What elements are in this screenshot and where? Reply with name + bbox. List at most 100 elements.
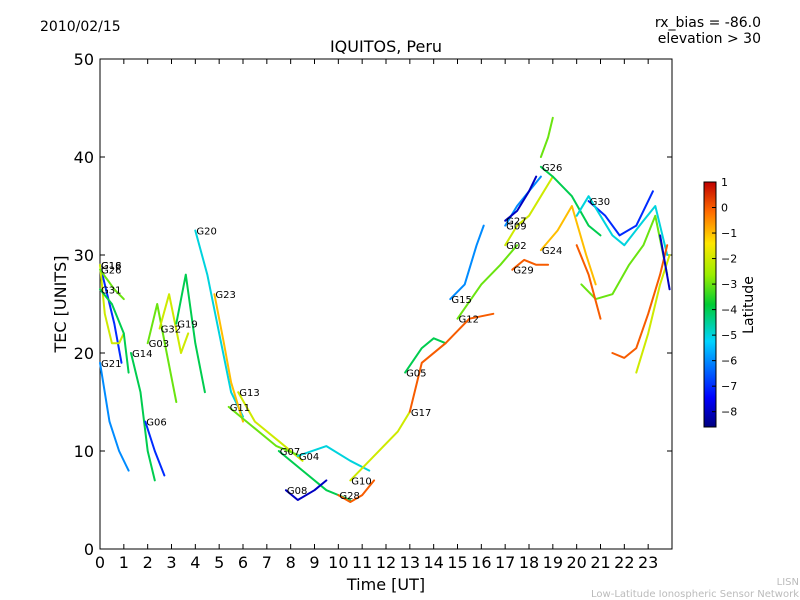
series-label-g28: G28 — [339, 491, 359, 502]
series-label-g31: G31 — [101, 285, 121, 296]
colorbar-tick-label: −6 — [721, 355, 737, 368]
y-tick-label: 30 — [74, 246, 94, 265]
series-line-g04 — [296, 445, 371, 472]
x-axis: 0 1 2 3 4 5 6 7 8 9 10 11 12 13 14 15 16 17 18 19 20 21 22 23 — [95, 59, 658, 572]
series-layer — [99, 116, 671, 503]
series-line-g11 — [227, 405, 302, 457]
series-line-unlabeled — [635, 254, 671, 374]
series-label-g29: G29 — [513, 266, 533, 277]
footer-network: Low-Latitude Ionospheric Sensor Network — [591, 589, 799, 600]
series-label-g17: G17 — [411, 408, 431, 419]
series-label-g20: G20 — [196, 227, 216, 238]
colorbar-tick-label: −8 — [721, 406, 737, 419]
plot-frame — [99, 58, 673, 550]
series-line-g18 — [99, 263, 123, 364]
colorbar-ticks: 1 0 −1 −2 −3 −4 −5 −6 −7 −8 — [712, 176, 737, 419]
series-line-g20 — [194, 229, 244, 418]
series-label-g02: G02 — [506, 241, 526, 252]
series-line-g15 — [449, 224, 485, 301]
series-line-g10 — [349, 410, 411, 482]
colorbar-tick-label: −1 — [721, 227, 737, 240]
x-tick-label: 2 — [143, 553, 153, 572]
series-line-g32 — [158, 293, 190, 354]
x-tick-label: 22 — [614, 553, 634, 572]
x-tick-label: 4 — [190, 553, 200, 572]
elevation-label: elevation > 30 — [658, 31, 761, 47]
series-label-g08: G08 — [287, 486, 307, 497]
series-line-g19 — [175, 273, 206, 394]
series-label-g23: G23 — [215, 290, 235, 301]
x-tick-label: 20 — [566, 553, 586, 572]
x-tick-label: 0 — [95, 553, 105, 572]
x-tick-label: 12 — [376, 553, 396, 572]
series-line-g12 — [456, 244, 519, 320]
rx-bias-label: rx_bias = -86.0 — [655, 15, 761, 31]
x-tick-label: 6 — [238, 553, 248, 572]
x-tick-label: 8 — [286, 553, 296, 572]
colorbar-tick-label: −5 — [721, 329, 737, 342]
y-axis-label: TEC [UNITS] — [51, 256, 70, 354]
series-line-unlabeled — [580, 214, 669, 301]
series-labels: G18G16G26G31G21G14G06G03G32G19G20G23G13G… — [101, 163, 610, 502]
series-line-g27 — [504, 175, 538, 222]
series-line-g26 — [99, 268, 125, 301]
series-label-g13: G13 — [239, 388, 259, 399]
x-tick-label: 5 — [214, 553, 224, 572]
series-line-g26 — [539, 165, 602, 237]
y-tick-label: 50 — [74, 50, 94, 69]
series-line-unlabeled — [659, 234, 671, 291]
colorbar-tick-label: −2 — [721, 253, 737, 266]
x-tick-label: 9 — [309, 553, 319, 572]
x-tick-label: 19 — [543, 553, 563, 572]
series-line-g29 — [511, 258, 550, 271]
chart-title: IQUITOS, Peru — [330, 37, 442, 56]
colorbar-tick-label: 0 — [721, 202, 728, 215]
x-tick-label: 17 — [495, 553, 515, 572]
series-label-g10: G10 — [351, 476, 371, 487]
series-line-g05 — [404, 337, 447, 374]
series-label-g16: G16 — [101, 261, 121, 272]
series-line-g28 — [337, 479, 376, 503]
series-line-unlabeled — [539, 116, 554, 158]
y-tick-label: 20 — [74, 344, 94, 363]
series-label-g12: G12 — [459, 315, 479, 326]
series-label-g30: G30 — [590, 197, 610, 208]
series-label-g19: G19 — [177, 320, 197, 331]
series-line-g30 — [587, 190, 654, 237]
x-tick-label: 10 — [328, 553, 348, 572]
series-line-g06 — [144, 420, 166, 477]
colorbar-label: Latitude — [741, 276, 757, 334]
series-label-g05: G05 — [406, 369, 426, 380]
series-line-g08 — [284, 479, 328, 501]
series-line-g03 — [146, 303, 178, 403]
series-label-g11: G11 — [230, 403, 250, 414]
x-tick-label: 7 — [262, 553, 272, 572]
series-line-g17 — [408, 312, 495, 413]
series-label-g15: G15 — [451, 295, 471, 306]
x-tick-label: 1 — [119, 553, 129, 572]
series-label-g04: G04 — [299, 452, 319, 463]
x-tick-label: 13 — [400, 553, 420, 572]
colorbar-tick-label: 1 — [721, 176, 728, 189]
series-label-g21: G21 — [101, 359, 121, 370]
y-tick-label: 0 — [84, 540, 94, 559]
series-line-g14 — [130, 352, 156, 482]
date-label: 2010/02/15 — [40, 19, 121, 35]
series-line-g21 — [99, 361, 130, 472]
series-line-g31 — [99, 288, 130, 374]
series-label-g26: G26 — [542, 163, 562, 174]
x-axis-label: Time [UT] — [346, 575, 425, 594]
y-axis: 0 10 20 30 40 50 — [74, 50, 672, 559]
x-tick-label: 21 — [590, 553, 610, 572]
x-tick-label: 15 — [447, 553, 467, 572]
footer-lisn: LISN — [777, 577, 799, 588]
colorbar-tick-label: −3 — [721, 278, 737, 291]
series-label-g14: G14 — [132, 349, 152, 360]
series-label-g03: G03 — [149, 339, 169, 350]
series-label-g18: G18 — [101, 261, 121, 272]
x-tick-label: 16 — [471, 553, 491, 572]
series-label-g26: G26 — [101, 266, 121, 277]
x-tick-label: 14 — [423, 553, 443, 572]
series-line-unlabeled — [611, 244, 669, 359]
